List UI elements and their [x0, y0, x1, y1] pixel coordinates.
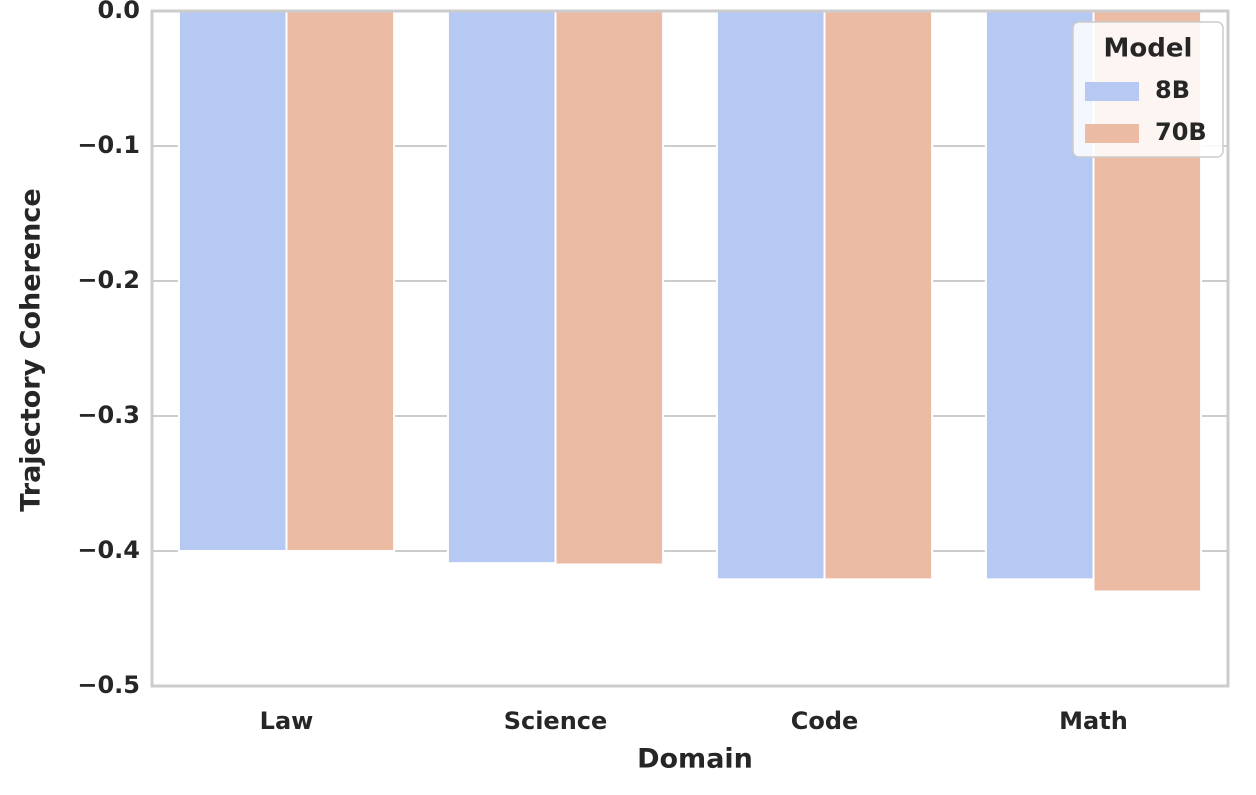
x-tick-label: Science [504, 707, 608, 735]
y-axis-label: Trajectory Coherence [16, 188, 47, 511]
y-tick-label: −0.1 [77, 131, 140, 159]
x-axis-label: Domain [637, 744, 753, 775]
plot-frame [150, 9, 1230, 688]
y-tick-label: −0.2 [77, 266, 140, 294]
bar [285, 10, 396, 552]
x-tick-label: Code [791, 707, 859, 735]
bar [554, 10, 665, 566]
legend-swatch [1085, 124, 1139, 143]
x-tick-label: Law [260, 707, 314, 735]
bar [177, 10, 288, 552]
y-tick-label: 0.0 [97, 0, 140, 24]
legend-swatch [1085, 82, 1139, 101]
y-tick-label: −0.3 [77, 401, 140, 429]
legend-box [1072, 21, 1224, 158]
bar [715, 10, 826, 581]
legend-title: Model [1104, 34, 1193, 64]
bar [823, 10, 934, 581]
legend-label: 70B [1155, 118, 1207, 146]
legend-label: 8B [1155, 76, 1190, 104]
bar [446, 10, 557, 565]
y-tick-label: −0.5 [77, 671, 140, 699]
y-tick-label: −0.4 [77, 536, 140, 564]
x-tick-label: Math [1059, 707, 1128, 735]
